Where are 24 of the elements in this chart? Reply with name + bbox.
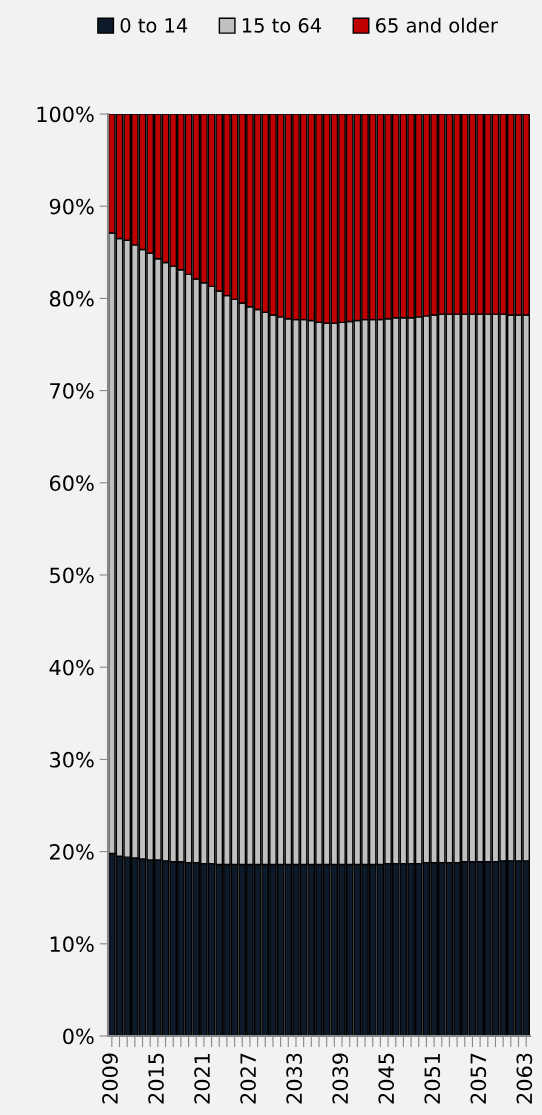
y-tick-label: 0% — [63, 1028, 94, 1045]
y-tick-label: 100% — [37, 106, 94, 123]
x-tick-label: 2009 — [102, 1053, 118, 1104]
x-tick-label: 2051 — [424, 1053, 441, 1104]
x-tick-label: 2063 — [516, 1053, 533, 1104]
x-tick-label: 2021 — [194, 1053, 210, 1104]
x-tick-label: 2033 — [286, 1053, 303, 1104]
x-tick-label: 2057 — [470, 1053, 487, 1104]
x-tick-label: 2027 — [240, 1053, 256, 1104]
y-tick-label: 10% — [50, 936, 94, 953]
x-tick-label: 2015 — [148, 1053, 164, 1104]
x-tick-label: 2045 — [378, 1053, 395, 1104]
legend-label: 0 to 14 — [120, 18, 188, 33]
y-tick-label: 40% — [49, 659, 94, 676]
y-tick-label: 50% — [50, 567, 94, 584]
y-tick-label: 60% — [49, 475, 94, 492]
y-tick-label: 90% — [49, 198, 94, 215]
y-tick-label: 80% — [49, 290, 94, 307]
legend-label: 15 to 64 — [242, 18, 322, 33]
x-tick-label: 2039 — [332, 1053, 349, 1104]
legend-label: 65 and older — [375, 17, 498, 33]
y-tick-label: 30% — [50, 751, 94, 768]
y-tick-label: 70% — [50, 383, 94, 399]
y-tick-label: 20% — [50, 844, 94, 860]
